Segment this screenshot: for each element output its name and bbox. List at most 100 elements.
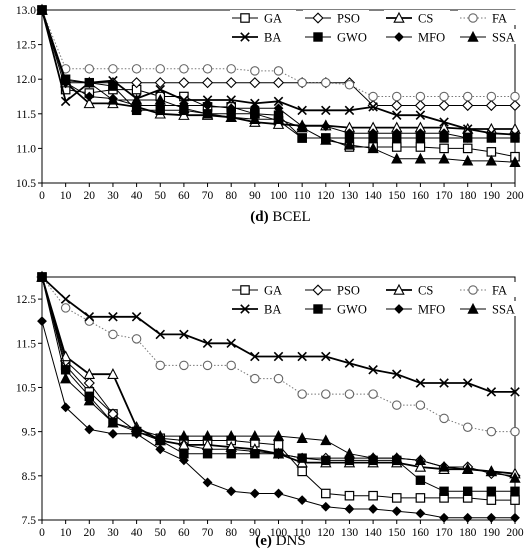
x-tick-label: 180 xyxy=(459,527,477,539)
x-tick-label: 20 xyxy=(84,190,96,202)
legend-item-mfo: MFO xyxy=(384,301,450,317)
legend-marker xyxy=(240,304,250,314)
legend-label: PSO xyxy=(337,284,360,298)
data-point-fa xyxy=(368,91,378,102)
x-tick-label: 170 xyxy=(435,190,453,202)
data-point-fa xyxy=(108,64,118,74)
data-point-ga xyxy=(415,493,426,503)
x-tick-label: 20 xyxy=(84,527,96,539)
x-tick-label: 10 xyxy=(60,527,72,539)
data-point-fa xyxy=(391,400,402,410)
data-point-ssa xyxy=(178,429,190,441)
x-tick-label: 80 xyxy=(225,190,237,202)
data-point-ssa xyxy=(320,134,332,145)
data-point-gwo xyxy=(321,455,331,466)
data-point-mfo xyxy=(486,512,497,523)
data-point-fa xyxy=(510,426,520,437)
data-point-ba xyxy=(179,95,189,105)
legend-marker xyxy=(240,13,250,23)
x-tick-label: 10 xyxy=(60,190,72,202)
data-point-ga xyxy=(415,142,426,152)
data-point-fa xyxy=(415,91,426,102)
legend-item-bg xyxy=(230,29,296,44)
data-point-ba xyxy=(344,358,355,368)
x-tick-label: 110 xyxy=(294,527,311,539)
x-tick-label: 60 xyxy=(178,527,190,539)
legend-label: CS xyxy=(418,284,433,298)
data-point-gwo xyxy=(463,486,473,496)
data-point-gwo xyxy=(297,453,307,463)
x-tick-label: 70 xyxy=(202,190,214,202)
data-point-fa xyxy=(439,91,449,102)
y-tick-label: 8.5 xyxy=(22,471,37,483)
x-tick-label: 50 xyxy=(155,190,167,202)
data-point-ga xyxy=(297,466,307,477)
legend-marker xyxy=(313,304,323,314)
data-point-ssa xyxy=(36,270,48,282)
data-point-ssa xyxy=(509,471,521,483)
x-tick-label: 0 xyxy=(39,190,45,202)
data-point-gwo xyxy=(202,449,213,459)
data-point-ba xyxy=(415,378,426,388)
data-point-ba xyxy=(297,105,307,116)
x-tick-label: 190 xyxy=(483,527,501,539)
data-point-mfo xyxy=(60,402,71,413)
data-point-ssa xyxy=(201,429,214,441)
data-point-cs xyxy=(414,460,427,472)
legend-label: FA xyxy=(492,284,507,298)
x-tick-label: 90 xyxy=(249,527,261,539)
data-point-ssa xyxy=(485,154,497,166)
legend-marker xyxy=(467,30,479,42)
data-point-fa xyxy=(273,373,284,384)
data-point-fa xyxy=(439,413,449,424)
data-point-ssa xyxy=(154,429,166,441)
data-point-pso xyxy=(462,99,474,112)
data-point-fa xyxy=(510,91,520,102)
data-point-ssa xyxy=(462,154,474,166)
data-point-ga xyxy=(391,493,402,503)
data-point-fa xyxy=(344,389,355,399)
data-point-mfo xyxy=(37,316,47,327)
x-tick-label: 120 xyxy=(317,527,335,539)
data-point-ba xyxy=(462,124,473,134)
legend-item-gwo: GWO xyxy=(303,29,369,45)
data-point-fa xyxy=(250,66,260,76)
data-point-pso xyxy=(225,77,237,89)
data-point-fa xyxy=(202,360,213,371)
data-point-fa xyxy=(391,91,402,102)
data-point-ba xyxy=(462,378,473,388)
y-tick-label: 9.5 xyxy=(22,427,37,439)
data-point-gwo xyxy=(297,133,307,143)
legend-item-pso: PSO xyxy=(303,282,369,298)
y-tick-label: 12.5 xyxy=(16,40,36,52)
data-point-fa xyxy=(321,389,331,399)
data-point-ssa xyxy=(367,142,379,154)
data-point-ssa xyxy=(391,452,403,463)
caption-letter: (d) xyxy=(250,209,268,225)
data-point-gwo xyxy=(439,486,449,496)
data-point-ga xyxy=(391,142,402,152)
data-point-ssa xyxy=(36,3,48,15)
data-point-fa xyxy=(108,329,118,340)
data-point-ssa xyxy=(367,452,379,463)
y-tick-label: 10.5 xyxy=(16,382,36,394)
data-point-ga xyxy=(321,488,331,499)
data-point-ba xyxy=(439,378,449,388)
data-point-cs xyxy=(83,368,96,379)
chart-dns: 7.5 8.5 9.5 10.5 11.5 12.5 0 10 20 30 40 50 60 70 80 90… xyxy=(16,270,524,549)
x-tick-label: 200 xyxy=(506,527,524,539)
y-tick-label: 13.0 xyxy=(16,5,36,17)
chart-caption: (d) BCEL xyxy=(250,209,310,225)
legend-marker xyxy=(468,285,478,295)
legend-label: SSA xyxy=(492,31,515,45)
legend: GA PSO CS FA BA GWO MFO SSA xyxy=(230,282,524,317)
data-point-ba xyxy=(250,351,260,362)
data-point-fa xyxy=(297,389,307,399)
data-point-fa xyxy=(131,64,142,74)
legend-marker xyxy=(312,284,324,296)
x-tick-label: 120 xyxy=(317,190,335,202)
data-point-fa xyxy=(368,389,378,399)
legend-item-fa: FA xyxy=(458,10,524,26)
data-point-ssa xyxy=(60,372,72,384)
